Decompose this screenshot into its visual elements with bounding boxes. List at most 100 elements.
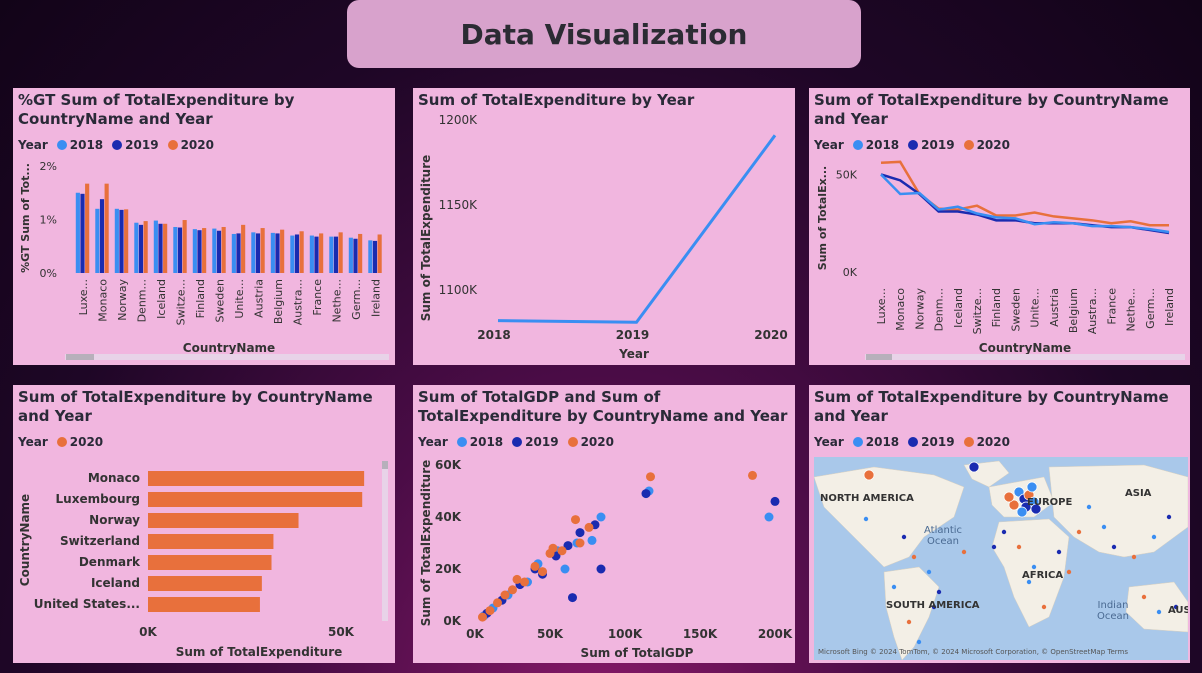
chart-title: Sum of TotalGDP and Sum of TotalExpendit…: [418, 388, 788, 425]
x-tick-label: Belgium: [1067, 288, 1080, 333]
chart-panel-gdp-scatter[interactable]: Sum of TotalGDP and Sum of TotalExpendit…: [413, 385, 795, 663]
y-tick-label: Norway: [89, 513, 140, 527]
map-marker: [1026, 481, 1038, 493]
series-line: [880, 160, 1169, 227]
map-marker: [1066, 569, 1072, 575]
chart-panel-gt-expenditure[interactable]: %GT Sum of TotalExpenditure by CountryNa…: [13, 88, 395, 365]
chart-panel-expenditure-country-bar[interactable]: Sum of TotalExpenditure by CountryName a…: [13, 385, 395, 663]
bar: [377, 234, 382, 273]
legend-label: Year: [418, 435, 448, 449]
map-marker: [1141, 594, 1147, 600]
x-tick-label: Unite...: [1029, 288, 1042, 328]
legend-dot-2020: [567, 437, 578, 447]
map-marker: [863, 516, 869, 522]
scatter-point: [596, 512, 606, 522]
bar: [173, 226, 178, 273]
bar: [143, 221, 148, 273]
bar: [197, 230, 202, 273]
x-tick-label: 100K: [608, 627, 643, 641]
bar: [338, 232, 343, 273]
scatter-point: [575, 538, 585, 548]
bar: [314, 236, 319, 273]
bar: [163, 223, 168, 273]
series-line: [497, 134, 777, 324]
map-marker: [1166, 514, 1172, 520]
map-marker: [991, 544, 997, 550]
scatter-point: [571, 515, 580, 525]
bar: [294, 234, 300, 273]
map-marker: [1111, 544, 1117, 550]
scatter-point: [584, 522, 594, 532]
legend-dot-2019: [112, 140, 123, 150]
chart-panel-expenditure-country-line[interactable]: Sum of TotalExpenditure by CountryName a…: [809, 88, 1190, 365]
bar: [368, 240, 373, 273]
bar: [236, 233, 241, 273]
map-marker: [863, 469, 875, 481]
legend-dot-2018: [456, 437, 467, 447]
map-label-south-america: SOUTH AMERICA: [886, 600, 980, 611]
map-marker: [1031, 564, 1037, 570]
bar: [251, 232, 256, 273]
legend-2020: 2020: [580, 435, 614, 449]
x-tick-label: 50K: [537, 627, 564, 641]
map-marker: [1086, 504, 1092, 510]
bar: [270, 232, 275, 273]
y-axis-label: Sum of TotalExpenditure: [419, 460, 433, 627]
legend-2020: 2020: [69, 435, 104, 449]
land-shape: [883, 566, 940, 660]
bar: [333, 236, 339, 273]
y-tick-label: 1150K: [439, 198, 479, 212]
bar: [260, 228, 265, 273]
map-marker: [1101, 524, 1107, 530]
scatter-point: [538, 567, 547, 577]
x-tick-label: Nethe...: [330, 279, 343, 323]
scatter-point: [500, 590, 510, 600]
y-tick-label: Monaco: [88, 471, 140, 485]
map-label-australia: AUST: [1168, 605, 1188, 616]
y-tick-label: Switzerland: [60, 534, 140, 548]
bar: [148, 534, 274, 549]
bar: [153, 220, 158, 273]
bar: [309, 235, 314, 273]
chart-title: Sum of TotalExpenditure by CountryName a…: [814, 388, 1169, 425]
chart-title: Sum of TotalExpenditure by CountryName a…: [814, 91, 1169, 128]
bar: [99, 199, 105, 273]
bar: [119, 209, 124, 273]
x-tick-label: 2018: [477, 328, 510, 342]
chart-panel-expenditure-year[interactable]: Sum of TotalExpenditure by Year 1100K 115…: [413, 88, 795, 365]
map-marker: [961, 549, 967, 555]
map-marker: [1041, 604, 1047, 610]
bar: [348, 237, 353, 273]
x-axis-label: CountryName: [979, 341, 1071, 355]
bar: [212, 228, 217, 273]
scrollbar-track: [382, 461, 388, 621]
bar: [241, 224, 246, 273]
legend-dot-2019: [512, 437, 523, 447]
land-shape: [1125, 581, 1188, 633]
bar: [80, 193, 85, 273]
y-axis-label: Sum of TotalEx...: [816, 166, 829, 270]
scrollbar-track: [65, 354, 389, 360]
hbar-chart-svg: Monaco Luxembourg Norway Switzerland Denmark…: [18, 461, 388, 659]
x-tick-label: Switze...: [174, 279, 187, 325]
chart-panel-map[interactable]: Sum of TotalExpenditure by CountryName a…: [809, 385, 1190, 663]
x-tick-label: 0K: [466, 627, 484, 641]
legend-label: Year: [814, 138, 844, 152]
legend-2019: 2019: [525, 435, 559, 449]
chart-title: %GT Sum of TotalExpenditure by CountryNa…: [18, 91, 295, 128]
y-tick-label: 1%: [40, 214, 57, 227]
bar: [148, 471, 365, 486]
x-axis-label: Sum of TotalExpenditure: [176, 645, 343, 659]
map-label-africa: AFRICA: [1022, 570, 1064, 581]
legend-dot-2018: [852, 140, 863, 150]
bar: [177, 227, 183, 273]
chart-legend: Year 2020: [18, 435, 103, 449]
world-map[interactable]: NORTH AMERICA EUROPE ASIA AFRICA SOUTH A…: [814, 457, 1188, 660]
x-tick-label: Denm...: [933, 288, 946, 331]
y-tick-label: 20K: [435, 562, 462, 576]
scatter-point: [512, 574, 522, 584]
y-tick-label: 1200K: [439, 113, 479, 127]
legend-2018: 2018: [69, 138, 104, 152]
bar: [358, 233, 363, 273]
x-tick-label: Austra...: [1086, 288, 1099, 334]
